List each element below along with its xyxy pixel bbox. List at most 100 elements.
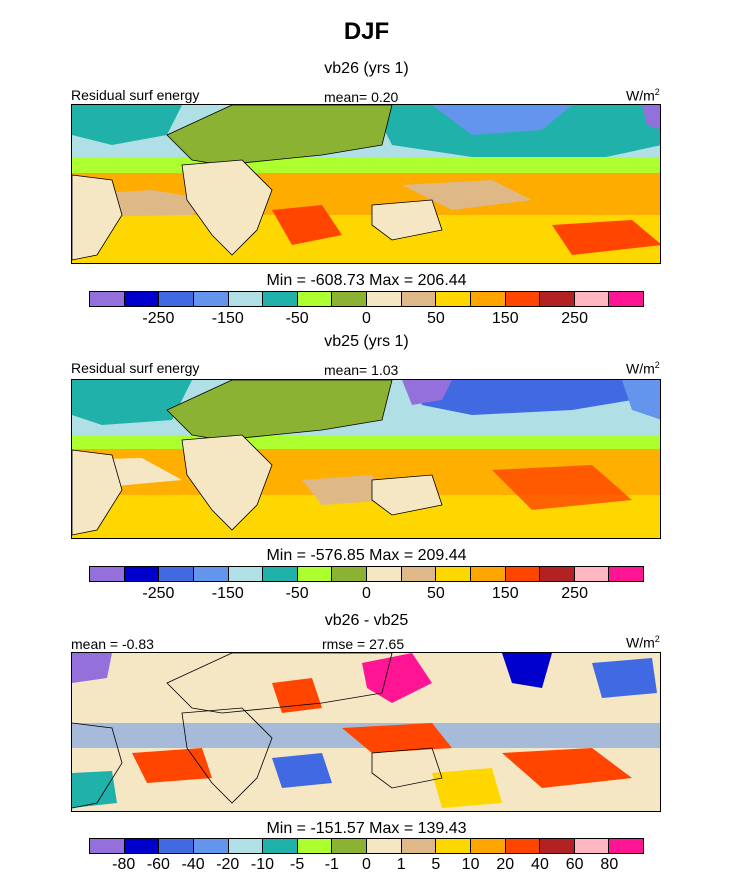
colorbar-swatch	[332, 839, 367, 853]
panel2-australia-land	[371, 474, 443, 516]
panel1-africa-land	[181, 159, 273, 256]
colorbar-swatch	[124, 839, 160, 853]
panel1-pacific-cool	[372, 105, 660, 160]
panel2-colorbar	[89, 566, 644, 582]
panel2-pacific-cool	[412, 380, 660, 415]
colorbar-swatch	[159, 292, 194, 306]
colorbar-tick-label: 20	[496, 856, 515, 873]
panel3-units: W/m2	[626, 634, 660, 651]
colorbar-swatch	[297, 292, 333, 306]
colorbar-swatch	[90, 292, 125, 306]
colorbar-swatch	[193, 839, 229, 853]
panel3-map	[71, 652, 661, 812]
colorbar-swatch	[124, 292, 160, 306]
panel1-units: W/m2	[626, 87, 660, 104]
panel2-africa-land	[181, 434, 273, 531]
colorbar-tick-label: 50	[426, 585, 445, 602]
colorbar-swatch	[470, 839, 506, 853]
panel2-map	[71, 379, 661, 539]
panel1-map-svg	[72, 105, 660, 263]
colorbar-swatch	[609, 839, 643, 853]
colorbar-swatch	[540, 292, 575, 306]
panel3-south-america-outline	[72, 722, 123, 809]
colorbar-swatch	[436, 292, 471, 306]
panel1-kuroshio	[432, 105, 572, 135]
colorbar-tick-label: -150	[211, 585, 244, 602]
panel1-eurasia-land	[166, 105, 393, 166]
figure-title: DJF	[343, 18, 390, 45]
colorbar-swatch	[367, 567, 402, 581]
colorbar-tick-label: -250	[142, 310, 175, 327]
colorbar-tick-label: 50	[426, 310, 445, 327]
colorbar-swatch	[505, 292, 541, 306]
colorbar-swatch	[297, 839, 333, 853]
colorbar-tick-label: -80	[112, 856, 136, 873]
colorbar-swatch	[193, 567, 229, 581]
panel2-gulf-stream	[622, 380, 660, 420]
colorbar-tick-label: 250	[561, 585, 588, 602]
panel3-tasman-positive	[432, 768, 502, 808]
colorbar-tick-label: 150	[491, 310, 519, 327]
colorbar-swatch	[367, 292, 402, 306]
panel3-nw-anomaly	[72, 653, 112, 683]
colorbar-swatch	[228, 292, 264, 306]
colorbar-swatch	[263, 567, 298, 581]
colorbar-swatch	[470, 292, 506, 306]
colorbar-tick-label: -40	[181, 856, 205, 873]
panel3-indian-negative	[272, 753, 332, 788]
panel2-south-america-land	[72, 449, 123, 536]
colorbar-swatch	[90, 567, 125, 581]
panel3-rmse: rmse = 27.65	[322, 636, 405, 652]
panel1-variable-label: Residual surf energy	[71, 87, 200, 103]
panel2-variable-label: Residual surf energy	[71, 360, 200, 376]
panel2-atlantic-cool	[72, 380, 192, 425]
panel1-mean: mean= 0.20	[324, 89, 399, 105]
colorbar-swatch	[297, 567, 333, 581]
panel3-eurasia-outline	[166, 653, 393, 714]
panel2-eurasia-land	[166, 380, 393, 441]
colorbar-swatch	[401, 567, 437, 581]
colorbar-swatch	[332, 567, 367, 581]
colorbar-swatch	[124, 567, 160, 581]
colorbar-tick-label: 0	[362, 310, 371, 327]
panel3-epac-negative	[592, 658, 657, 698]
colorbar-swatch	[540, 567, 575, 581]
colorbar-tick-label: 0	[362, 856, 371, 873]
panel1-colorbar-ticks: -250 -150 -50 0 50 150 250	[89, 310, 644, 330]
panel3-colorbar-ticks: -80 -60 -40 -20 -10 -5 -1 0 1 5 10 20 40 60 80	[89, 856, 644, 876]
panel1-south-pacific-warm	[552, 220, 660, 255]
panel2-map-svg	[72, 380, 660, 538]
colorbar-swatch	[367, 839, 402, 853]
panel3-sw-negative	[72, 771, 117, 808]
colorbar-tick-label: -50	[285, 310, 309, 327]
colorbar-tick-label: -50	[285, 585, 309, 602]
panel2-title: vb25 (yrs 1)	[324, 333, 409, 350]
panel3-spacific-positive	[502, 748, 632, 788]
panel2-mean: mean= 1.03	[324, 362, 399, 378]
colorbar-tick-label: 10	[461, 856, 480, 873]
colorbar-swatch	[159, 839, 194, 853]
panel2-colorbar-ticks: -250 -150 -50 0 50 150 250	[89, 585, 644, 605]
colorbar-swatch	[228, 839, 264, 853]
panel3-map-svg	[72, 653, 660, 811]
colorbar-swatch	[436, 567, 471, 581]
colorbar-tick-label: 40	[531, 856, 549, 873]
panel1-australia-land	[371, 199, 443, 241]
colorbar-tick-label: -5	[290, 856, 305, 873]
panel3-kuroshio-anomaly	[362, 653, 432, 703]
colorbar-swatch	[574, 839, 610, 853]
colorbar-swatch	[90, 839, 125, 853]
colorbar-tick-label: -1	[324, 856, 339, 873]
panel2-units: W/m2	[626, 360, 660, 377]
panel1-tropical-band	[72, 157, 660, 173]
colorbar-swatch	[263, 292, 298, 306]
colorbar-swatch	[401, 839, 437, 853]
colorbar-tick-label: -250	[142, 585, 175, 602]
colorbar-swatch	[609, 292, 643, 306]
colorbar-tick-label: 60	[565, 856, 584, 873]
colorbar-tick-label: -20	[216, 856, 240, 873]
colorbar-swatch	[436, 839, 471, 853]
panel1-map	[71, 104, 661, 264]
panel1-agulhas-warm	[272, 205, 342, 245]
colorbar-swatch	[401, 292, 437, 306]
